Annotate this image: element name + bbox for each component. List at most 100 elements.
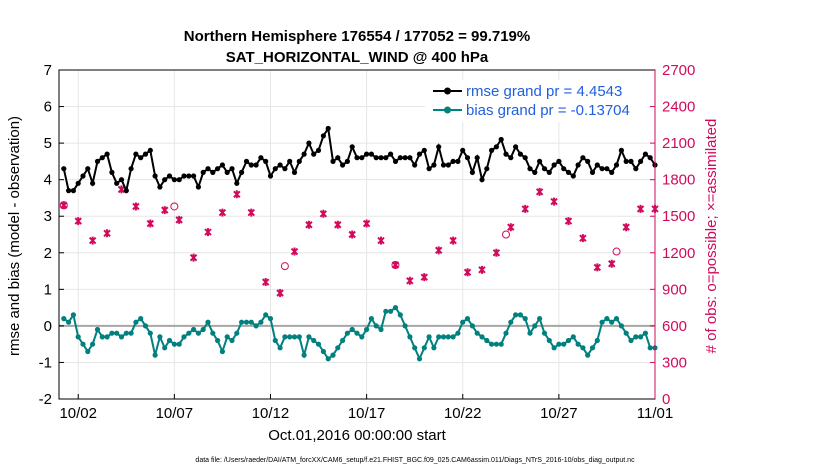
bias-point [445,334,451,340]
bias-point [133,319,139,325]
bias-point [205,319,211,325]
rmse-point [580,155,586,161]
y-tick-label-right: 1500 [662,208,695,225]
y-tick-label-right: 1800 [662,172,695,189]
bias-point [138,316,144,322]
y-tick-label-left: 5 [44,135,52,152]
bias-point [171,341,177,347]
bias-point [402,323,408,329]
rmse-point [70,188,76,194]
obs-possible-marker [170,202,179,211]
bias-point [359,334,365,340]
bias-point [109,330,115,336]
obs-assimilated-marker [463,268,472,277]
obs-assimilated-marker [362,219,371,228]
rmse-point [503,151,509,157]
obs-assimilated-marker [593,263,602,272]
obs-assimilated-marker [435,246,443,255]
bias-point [152,352,158,358]
rmse-point [628,158,634,164]
obs-assimilated-marker [117,185,126,194]
bias-point [200,326,206,333]
rmse-point [642,151,649,157]
axes: 10/02 10/07 10/12 10/17 10/22 10/27 11/01 -2 -1 0… [39,62,696,422]
x-tick-label: 10/07 [156,405,194,422]
rmse-point [546,169,552,175]
rmse-point [224,169,230,175]
rmse-point [541,166,548,172]
bias-point [364,326,370,333]
bias-point [325,356,331,362]
obs-assimilated-marker [305,220,313,229]
rmse-point [85,166,91,172]
bias-point [66,319,72,325]
rmse-point [104,151,110,157]
rmse-point [522,155,528,161]
rmse-point [171,177,177,183]
obs-assimilated-marker [348,230,356,239]
bias-point [383,308,389,314]
rmse-point [90,180,96,186]
rmse-point [368,151,374,157]
rmse-point [556,158,562,164]
bias-point [628,337,634,344]
rmse-point [162,177,168,183]
bias-point [75,334,81,340]
rmse-point [311,151,317,157]
bias-point [517,312,524,318]
rmse-point [176,177,182,183]
bias-point [469,323,475,329]
bias-point [541,330,548,336]
bias-point [647,345,653,351]
obs-assimilated-marker [377,236,385,245]
rmse-point [186,173,192,179]
bias-point [253,323,259,329]
rmse-point [210,169,216,175]
bias-point [354,330,360,336]
x-tick-label: 10/27 [540,405,578,422]
bias-point [613,316,620,322]
y-tick-label-right: 1200 [662,245,695,262]
rmse-point [267,173,274,179]
rmse-point [205,166,211,172]
rmse-point [315,147,322,153]
bias-point [186,330,192,336]
bias-point [349,326,355,333]
bias-point [162,345,168,351]
rmse-point [407,155,413,161]
bias-point [436,334,442,340]
bias-point [104,334,110,340]
bias-point [344,330,350,336]
bias-point [623,330,629,336]
bias-point [282,334,288,340]
bias-point [229,337,235,344]
rmse-point [94,158,101,164]
y-tick-label-right: 900 [662,281,687,298]
bias-point [479,334,485,340]
bias-point [340,337,346,344]
data-file-footer: data file: /Users/raeder/DAI/ATM_forcXX/… [195,457,635,464]
bias-point [85,348,91,355]
obs-assimilated-marker [550,197,558,206]
bias-point [426,334,432,340]
rmse-point [123,188,129,194]
bias-point [142,323,149,329]
rmse-point [537,158,543,164]
rmse-point [282,166,288,172]
rmse-point [248,162,254,168]
bias-point [484,337,490,344]
obs-assimilated-marker [391,260,400,269]
y-tick-label-left: 6 [44,99,52,116]
obs-assimilated-marker [132,202,140,211]
rmse-point [243,158,250,164]
rmse-point [388,151,394,157]
bias-point [513,312,519,318]
bias-point [123,330,129,336]
y-tick-label-left: 7 [44,62,52,79]
x-tick-label: 10/17 [348,405,386,422]
obs-assimilated-marker [161,206,169,215]
bias-point [633,334,639,340]
legend-rmse-marker [444,87,451,95]
rmse-point [118,177,125,183]
